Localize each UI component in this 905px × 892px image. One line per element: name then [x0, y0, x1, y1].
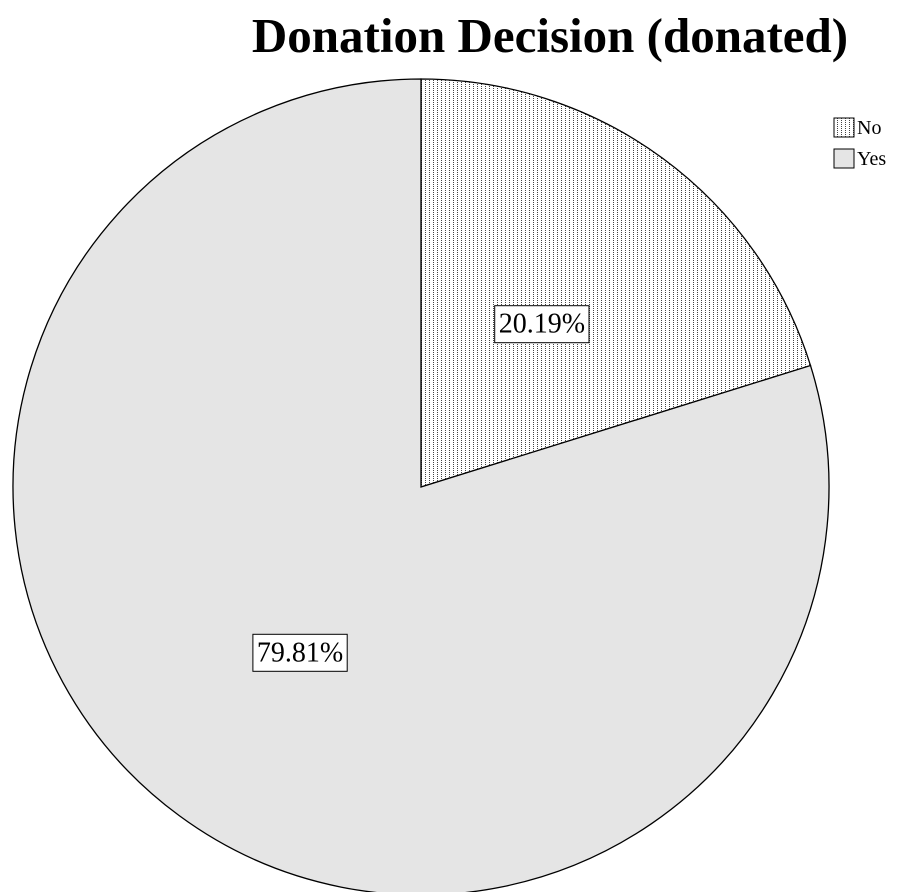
legend-label-no: No	[857, 117, 881, 139]
pie-slices	[12, 78, 830, 892]
chart-title: Donation Decision (donated)	[252, 8, 848, 63]
pie-slice-labels: 20.19% 79.81%	[252, 305, 590, 672]
legend-swatch-no	[833, 117, 855, 138]
slice-label-yes: 79.81%	[252, 633, 348, 672]
legend: No Yes	[833, 117, 886, 170]
pie-slice-yes	[12, 78, 830, 892]
pie-slice-no	[420, 78, 812, 488]
slice-value-label: 20.19%	[499, 309, 585, 340]
slice-value-label: 79.81%	[257, 637, 343, 668]
slice-label-box	[252, 633, 348, 672]
legend-label-yes: Yes	[857, 148, 886, 170]
slice-label-no: 20.19%	[494, 305, 590, 344]
legend-swatch-yes	[833, 148, 855, 169]
slice-label-box	[494, 305, 590, 344]
